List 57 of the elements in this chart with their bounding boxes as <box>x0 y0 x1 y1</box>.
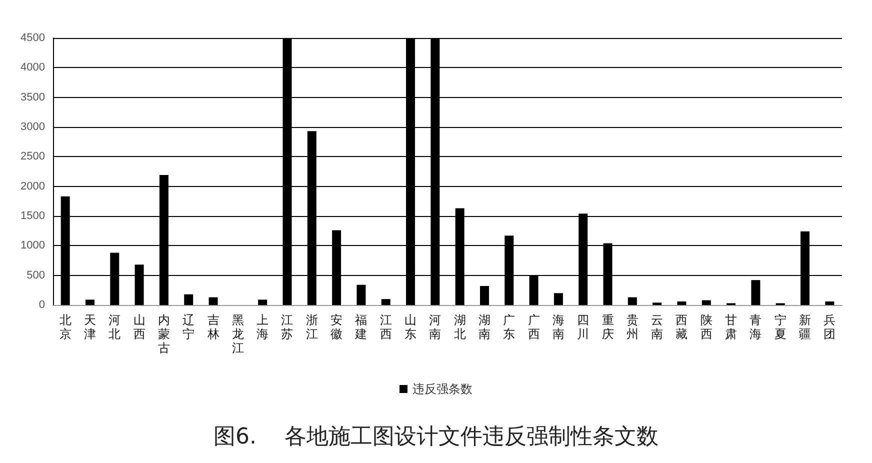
x-tick-label: 兵团 <box>824 313 836 341</box>
x-tick-label: 新疆 <box>799 313 812 341</box>
bar <box>356 284 366 305</box>
x-tick-label: 湖北 <box>454 313 466 341</box>
x-tick-label: 山东 <box>404 313 417 341</box>
y-tick-label: 1500 <box>20 210 45 222</box>
bar <box>258 300 268 305</box>
bar <box>751 280 760 305</box>
legend-label: 违反强条数 <box>412 382 472 396</box>
y-tick-label: 2000 <box>20 180 45 192</box>
x-tick-label: 辽宁 <box>182 313 195 341</box>
y-tick-label: 4500 <box>20 32 45 44</box>
x-tick-label: 吉林 <box>206 313 220 341</box>
x-tick-label: 云南 <box>651 313 664 341</box>
x-tick-label: 重庆 <box>602 313 614 341</box>
x-tick-label: 河北 <box>108 313 121 341</box>
x-tick-label: 海南 <box>552 313 564 341</box>
y-tick-label: 4000 <box>20 62 45 74</box>
y-tick-label: 500 <box>26 269 45 282</box>
x-tick-label: 广东 <box>503 313 516 341</box>
text: 图6. 各地施工图设计文件违反强制性条文数 <box>214 424 658 450</box>
x-tick-label: 河南 <box>429 313 442 341</box>
x-tick-label: 天津 <box>84 313 96 341</box>
x-tick-label: 山西 <box>133 313 146 341</box>
bar <box>554 293 563 305</box>
x-tick-label: 广西 <box>528 313 540 341</box>
bar <box>825 301 834 305</box>
y-tick-label: 2500 <box>20 150 45 163</box>
bar <box>381 299 390 305</box>
x-tick-label: 陕西 <box>700 313 712 341</box>
x-tick-label: 江西 <box>380 313 392 341</box>
bar <box>677 301 686 305</box>
x-tick-label: 四川 <box>577 313 590 341</box>
x-tick-label: 安徽 <box>330 313 343 341</box>
bar <box>208 297 218 305</box>
x-tick-label: 北京 <box>59 313 72 341</box>
bar <box>85 300 94 305</box>
x-tick-label: 西藏 <box>676 313 688 341</box>
bar <box>628 297 637 305</box>
x-tick-label: 内蒙古 <box>158 313 170 355</box>
bar <box>480 286 489 305</box>
bar <box>184 294 194 305</box>
x-tick-label: 上海 <box>256 313 269 341</box>
y-tick-label: 0 <box>38 299 45 311</box>
y-tick-label: 3000 <box>20 121 45 133</box>
x-tick-label: 青海 <box>750 313 762 341</box>
bar <box>702 300 711 305</box>
y-tick-label: 3500 <box>20 91 45 104</box>
y-tick-label: 1000 <box>20 240 45 252</box>
x-tick-label: 江苏 <box>281 313 294 341</box>
x-tick-label: 贵州 <box>626 313 638 341</box>
x-tick-label: 甘肃 <box>725 313 738 341</box>
x-tick-label: 浙江 <box>306 313 318 341</box>
x-tick-label: 湖南 <box>478 313 490 341</box>
x-tick-label: 福建 <box>354 313 368 341</box>
x-tick-label: 宁夏 <box>774 313 786 341</box>
x-tick-label: 黑龙江 <box>232 313 244 355</box>
